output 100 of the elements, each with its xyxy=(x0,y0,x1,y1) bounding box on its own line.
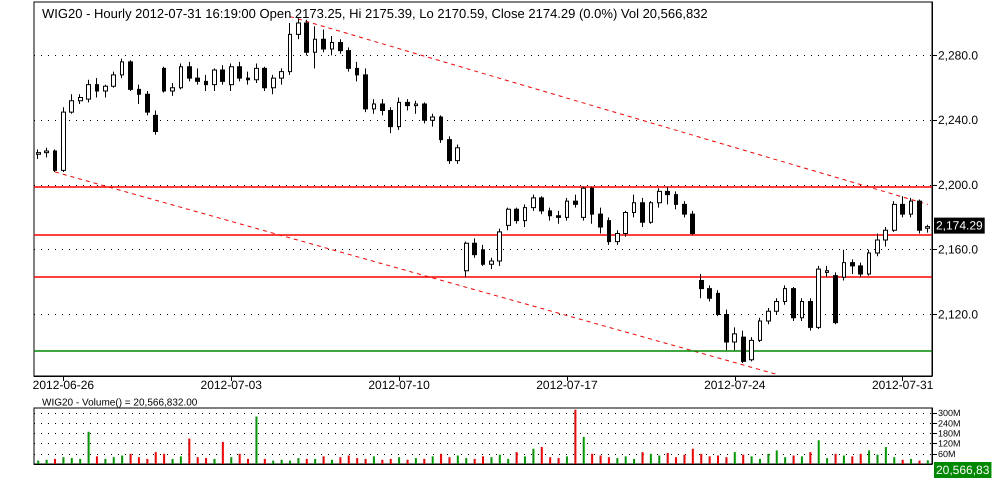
bar xyxy=(213,458,216,464)
candlestick xyxy=(187,61,192,82)
candlestick xyxy=(397,97,401,130)
candlestick xyxy=(741,330,746,364)
bar xyxy=(339,457,342,464)
candlestick xyxy=(179,63,183,90)
bar xyxy=(792,456,795,464)
x-tick-label: 2012-07-31 xyxy=(872,378,934,392)
candlestick xyxy=(531,194,536,212)
candlestick xyxy=(388,106,393,134)
candlestick xyxy=(313,26,317,69)
bar xyxy=(809,452,812,464)
bar xyxy=(322,456,325,464)
bar xyxy=(750,456,753,464)
bar xyxy=(926,460,929,464)
bar xyxy=(734,452,736,464)
bar xyxy=(121,456,124,464)
candlestick xyxy=(439,114,443,144)
candlestick xyxy=(204,74,208,92)
candlestick xyxy=(380,98,385,116)
bar xyxy=(876,454,878,464)
bar xyxy=(482,456,484,464)
candlestick xyxy=(598,207,603,234)
bar xyxy=(633,458,636,464)
candlestick xyxy=(917,199,922,234)
candlestick xyxy=(699,274,704,299)
candlestick xyxy=(690,210,695,236)
candlestick xyxy=(128,60,133,92)
candlestick xyxy=(229,63,234,92)
candlestick xyxy=(842,249,846,281)
bar xyxy=(524,456,526,464)
y-tick-label: 120M xyxy=(938,438,961,449)
candlestick xyxy=(145,90,150,116)
candlestick xyxy=(414,100,418,114)
bar xyxy=(414,458,417,464)
bar xyxy=(650,454,652,464)
candlestick xyxy=(86,79,91,103)
candlestick xyxy=(607,216,611,246)
candlestick xyxy=(615,230,620,246)
candlestick xyxy=(523,204,527,228)
candlestick xyxy=(565,197,569,222)
candlestick xyxy=(61,106,66,172)
candlestick xyxy=(262,66,267,92)
candlestick xyxy=(481,244,485,266)
bar xyxy=(456,456,459,464)
bar xyxy=(62,457,64,464)
candlestick xyxy=(78,94,83,104)
bar xyxy=(70,458,73,464)
bar xyxy=(591,454,594,464)
candlestick xyxy=(858,262,863,278)
bar xyxy=(608,457,610,464)
bar xyxy=(88,432,90,464)
bar xyxy=(314,458,316,464)
candlestick xyxy=(464,241,469,278)
candlestick xyxy=(95,78,99,98)
bar xyxy=(222,442,224,464)
bar xyxy=(272,460,274,464)
bar xyxy=(440,454,442,464)
bar xyxy=(599,456,602,464)
bar xyxy=(465,458,468,464)
y-tick-label: 2,240.0 xyxy=(938,113,978,128)
bar xyxy=(834,454,836,464)
candlestick xyxy=(355,61,359,82)
bar xyxy=(893,457,896,464)
chart-title: WIG20 - Hourly 2012-07-31 16:19:00 Open 2173.25, Hi 2175.39, Lo 2170.59, Close 2174.29 (0.0%) Vol 20,566,832 xyxy=(42,6,708,21)
candlestick xyxy=(514,207,519,224)
bar xyxy=(398,457,400,464)
bar xyxy=(330,460,333,464)
bar xyxy=(138,457,140,464)
bar xyxy=(566,456,568,464)
bar xyxy=(238,454,241,464)
bar xyxy=(423,458,426,464)
candlestick xyxy=(279,68,284,86)
bar xyxy=(381,460,384,464)
text: 20,566,83 xyxy=(936,463,990,477)
bar xyxy=(725,457,728,464)
bar xyxy=(432,456,434,464)
candlestick xyxy=(111,71,116,88)
candlestick xyxy=(338,38,343,54)
candlestick xyxy=(346,46,351,72)
y-tick-label: 300M xyxy=(938,408,961,418)
candlestick xyxy=(665,186,670,205)
candlestick xyxy=(220,64,225,86)
candlestick xyxy=(883,226,888,247)
candlestick xyxy=(556,210,561,224)
bar xyxy=(498,454,501,464)
bar xyxy=(842,456,845,464)
x-tick-label: 2012-07-24 xyxy=(704,378,766,392)
candlestick xyxy=(447,136,452,164)
bar xyxy=(448,457,450,464)
candlestick xyxy=(506,207,511,231)
bar xyxy=(280,460,283,464)
candlestick xyxy=(472,238,477,258)
bar xyxy=(188,438,190,464)
bar xyxy=(516,452,518,464)
bar xyxy=(205,458,208,464)
bar xyxy=(180,456,182,464)
candlestick xyxy=(732,326,737,351)
candlestick xyxy=(53,148,57,172)
bar xyxy=(884,447,887,464)
